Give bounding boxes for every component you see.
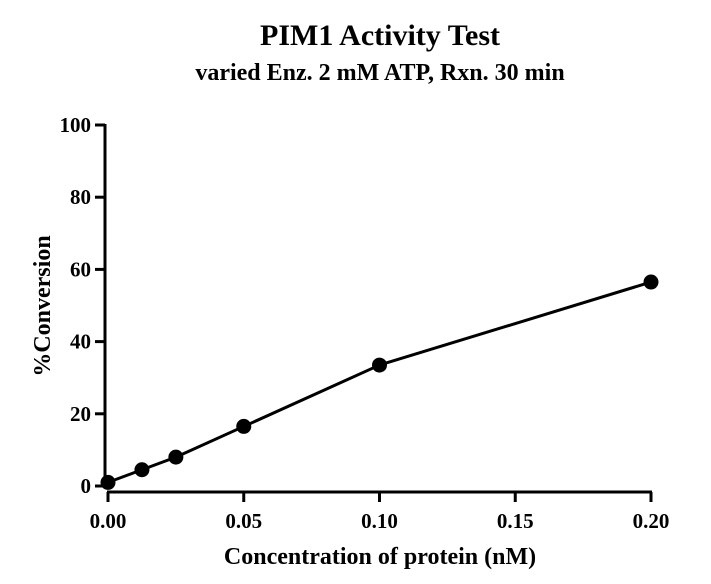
x-tick-label: 0.00 [90, 509, 127, 533]
chart-subtitle: varied Enz. 2 mM ATP, Rxn. 30 min [195, 60, 564, 86]
data-point [643, 274, 659, 290]
y-tick-label: 20 [70, 402, 91, 426]
chart-title: PIM1 Activity Test [260, 19, 500, 52]
y-tick-label: 60 [70, 257, 91, 281]
data-point [134, 462, 150, 478]
y-tick-label: 80 [70, 185, 91, 209]
data-series [100, 274, 659, 490]
data-point [236, 418, 252, 434]
x-tick-label: 0.10 [361, 509, 398, 533]
data-point [372, 357, 387, 373]
x-tick-label: 0.20 [633, 509, 670, 533]
x-tick-label: 0.15 [497, 509, 534, 533]
y-axis-label: %Conversion [30, 235, 56, 376]
x-axis-ticks: 0.00 0.05 0.10 0.15 0.20 [90, 492, 670, 533]
series-line [107, 280, 652, 484]
y-axis-ticks: 0 20 40 60 80 100 [60, 113, 105, 498]
data-point [168, 449, 184, 465]
x-axis-label: Concentration of protein (nM) [224, 544, 536, 570]
data-point [100, 474, 116, 490]
y-tick-label: 100 [60, 113, 92, 137]
y-tick-label: 40 [70, 330, 91, 354]
x-tick-label: 0.05 [225, 509, 262, 533]
y-tick-label: 0 [81, 474, 92, 498]
